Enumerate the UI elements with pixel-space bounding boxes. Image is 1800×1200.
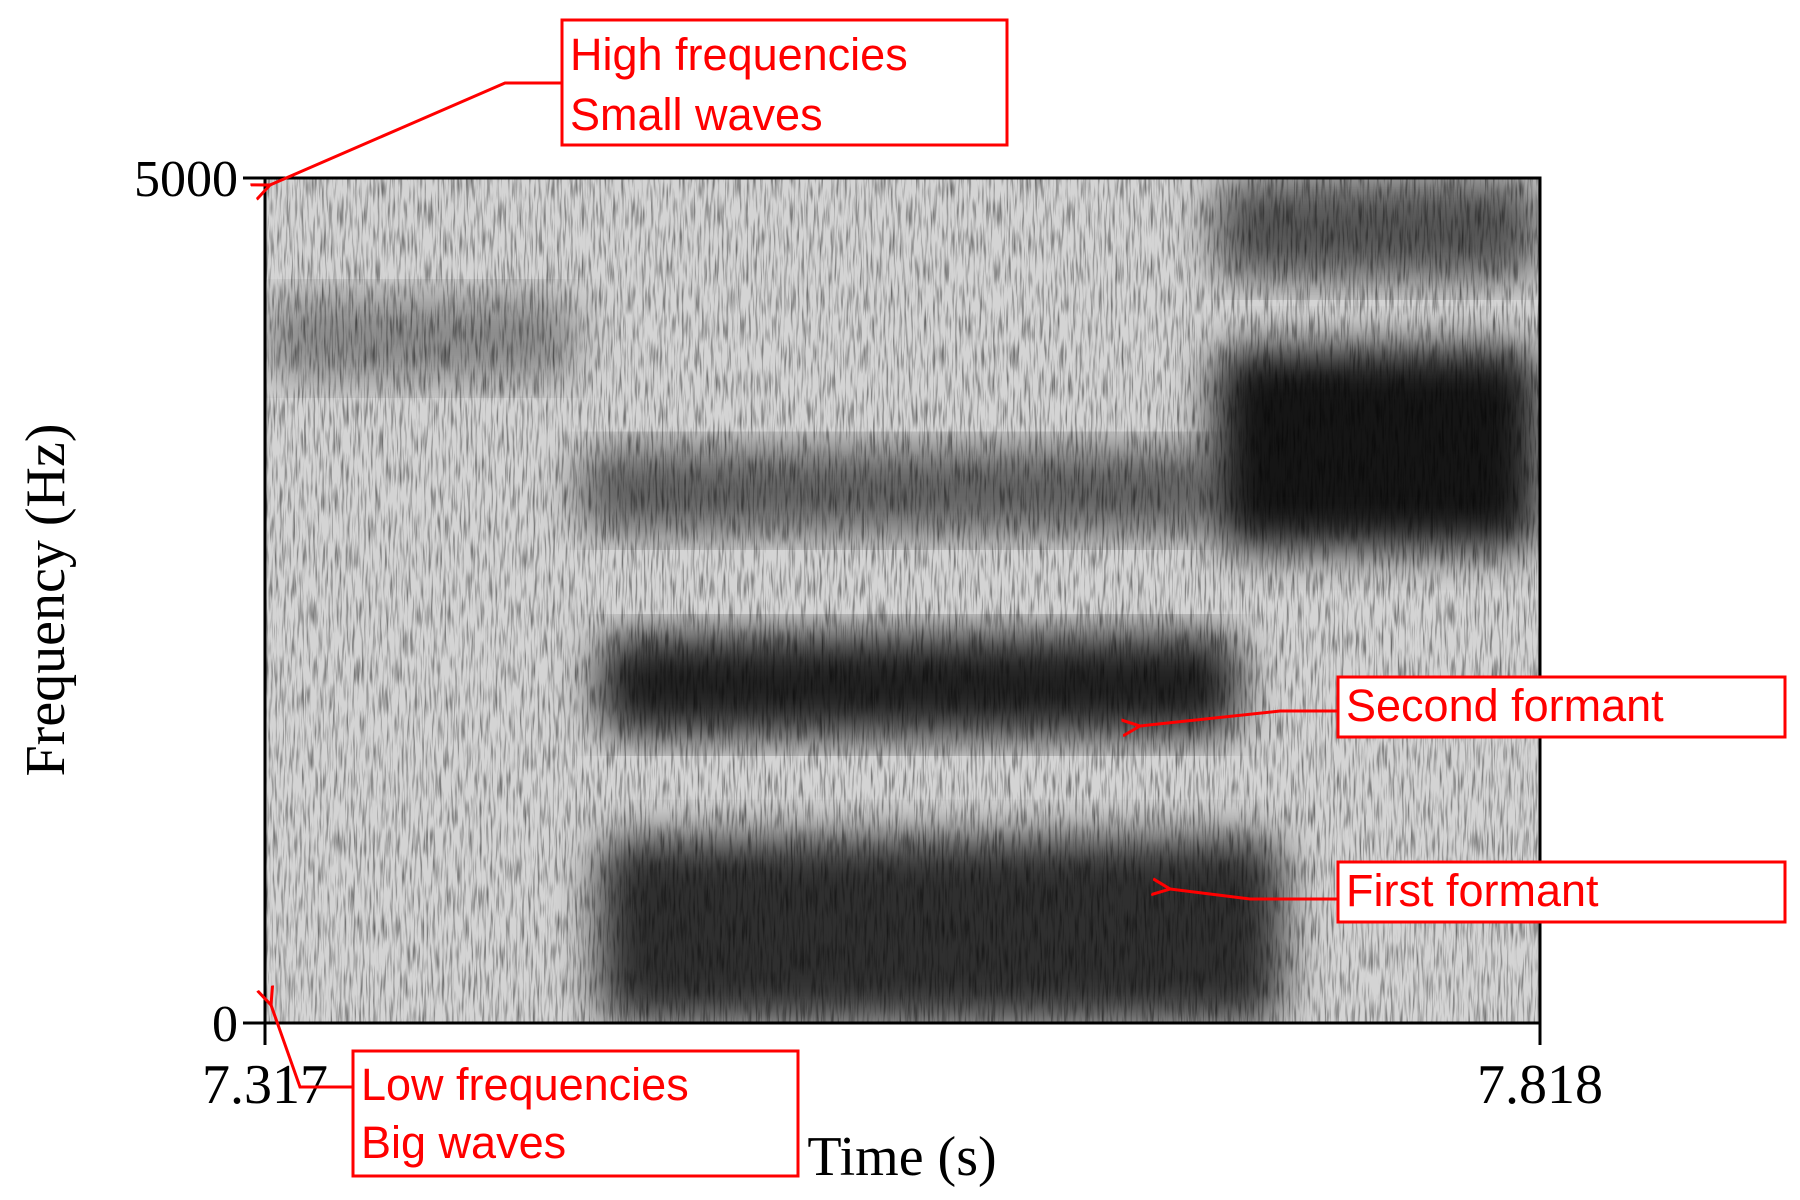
x-axis-label: Time (s) [807,1126,996,1188]
spectrogram-texture [265,178,1540,1023]
annotation-first-formant-label: First formant [1346,865,1599,916]
annotation-low-frequencies: Low frequencies Big waves [271,1005,800,1178]
x-tick-label-left: 7.317 [202,1054,328,1116]
annotation-first-formant-arrow [1170,889,1338,901]
annotation-high-frequencies: High frequencies Small waves [270,18,1009,185]
annotation-low-line-1: Low frequencies [361,1059,689,1110]
annotation-second-formant: Second formant [1140,675,1787,739]
plot-area [263,176,1542,1025]
plot-frame [263,176,1542,1025]
annotation-first-formant: First formant [1170,860,1787,924]
y-axis: 5000 0 Frequency (Hz) [15,151,265,1053]
annotation-high-line-1: High frequencies [570,29,908,80]
y-tick-label-bottom: 0 [212,996,238,1053]
x-tick-label-right: 7.818 [1477,1054,1603,1116]
annotation-box-low [351,1049,800,1178]
annotation-low-arrow [271,1005,353,1089]
y-tick-label-top: 5000 [134,151,238,208]
annotation-low-line-2: Big waves [361,1117,566,1168]
x-axis: 7.317 7.818 Time (s) [202,1023,1603,1188]
annotation-high-arrow [270,81,562,185]
annotation-box-second-formant [1336,675,1787,739]
y-axis-label: Frequency (Hz) [15,424,77,777]
annotation-high-line-2: Small waves [570,89,823,140]
annotation-second-formant-arrow [1140,709,1338,726]
annotation-second-formant-label: Second formant [1346,680,1664,731]
annotation-box-first-formant [1336,860,1787,924]
